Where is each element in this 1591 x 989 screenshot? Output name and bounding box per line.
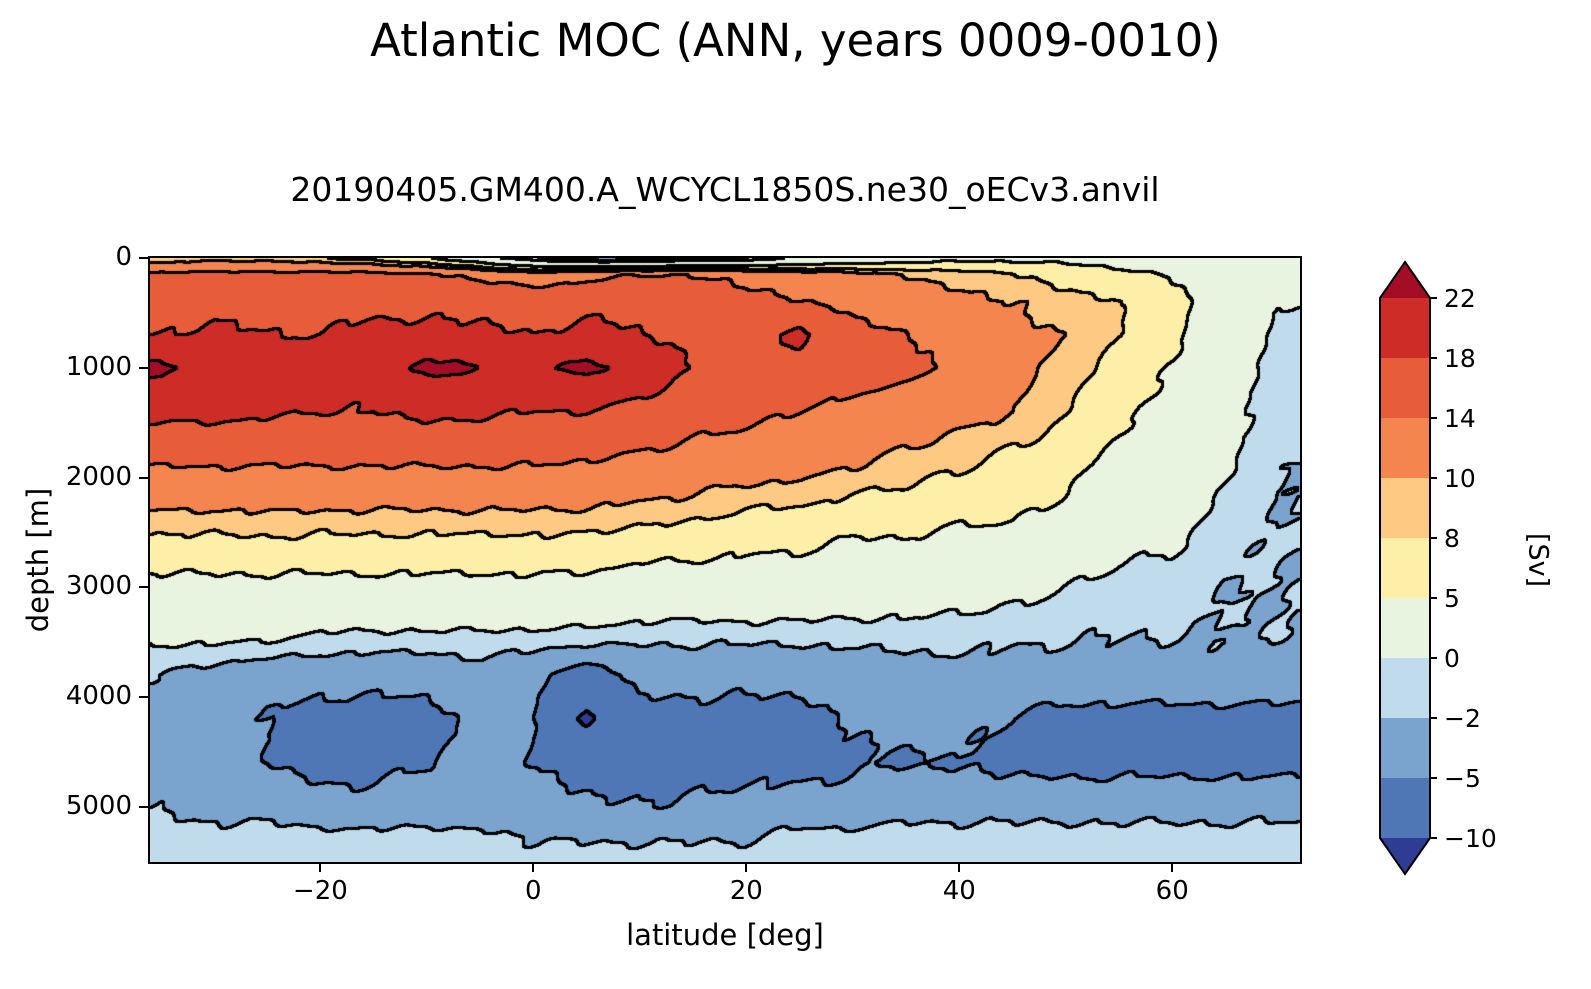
colorbar-extend-lower-arrow [1380, 838, 1430, 874]
colorbar-segment [1380, 478, 1430, 538]
colorbar-tick-label: −5 [1444, 764, 1481, 793]
colorbar-label: [Sv] [1522, 532, 1554, 588]
moc-contour-canvas [150, 258, 1300, 862]
y-tick-mark [139, 366, 149, 369]
colorbar-tick-label: −10 [1444, 824, 1497, 853]
x-tick-label: 20 [729, 876, 763, 906]
colorbar-tick-label: 14 [1444, 404, 1476, 433]
y-tick-label: 0 [115, 242, 132, 272]
y-tick-label: 4000 [65, 681, 132, 712]
colorbar-segment [1380, 538, 1430, 598]
colorbar-tick-label: 0 [1444, 644, 1460, 673]
colorbar-segment [1380, 298, 1430, 358]
y-tick-mark [139, 806, 149, 809]
colorbar-tick-label: 5 [1444, 584, 1460, 613]
colorbar-tick-label: 10 [1444, 464, 1476, 493]
colorbar-tick-label: 22 [1444, 284, 1476, 313]
colorbar-segment [1380, 598, 1430, 658]
colorbar-tick-label: −2 [1444, 704, 1481, 733]
colorbar-extend-upper-arrow [1380, 262, 1430, 298]
y-tick-label: 2000 [65, 461, 132, 492]
colorbar-tick-label: 18 [1444, 344, 1476, 373]
colorbar-segment [1380, 358, 1430, 418]
colorbar-svg: 22 18 14 10 8 5 0 −2 −5 −10 [1379, 260, 1497, 876]
y-tick-mark [139, 586, 149, 589]
colorbar-segment [1380, 418, 1430, 478]
y-tick-mark [139, 257, 149, 259]
y-tick-label: 3000 [65, 571, 132, 602]
x-tick-mark [319, 862, 322, 872]
x-tick-label: 40 [942, 876, 976, 906]
x-tick-label: 0 [525, 876, 542, 906]
colorbar-segment [1380, 658, 1430, 718]
x-tick-mark [745, 862, 748, 872]
x-tick-label: −20 [292, 876, 348, 906]
chart-subtitle: 20190405.GM400.A_WCYCL1850S.ne30_oECv3.a… [290, 170, 1160, 209]
x-tick-mark [958, 862, 961, 872]
y-tick-label: 5000 [65, 791, 132, 822]
colorbar: 22 18 14 10 8 5 0 −2 −5 −10 [1372, 258, 1572, 902]
y-tick-mark [139, 696, 149, 699]
y-axis-label: depth [m] [21, 487, 55, 633]
colorbar-segment [1380, 718, 1430, 778]
y-tick-mark [139, 476, 149, 479]
x-tick-mark [1171, 862, 1174, 872]
colorbar-tick-label: 8 [1444, 524, 1460, 553]
chart-title: Atlantic MOC (ANN, years 0009-0010) [370, 14, 1221, 67]
y-tick-label: 1000 [65, 351, 132, 382]
x-axis-label: latitude [deg] [626, 918, 824, 952]
colorbar-segment [1380, 778, 1430, 838]
x-tick-label: 60 [1155, 876, 1189, 906]
x-tick-mark [532, 862, 535, 872]
